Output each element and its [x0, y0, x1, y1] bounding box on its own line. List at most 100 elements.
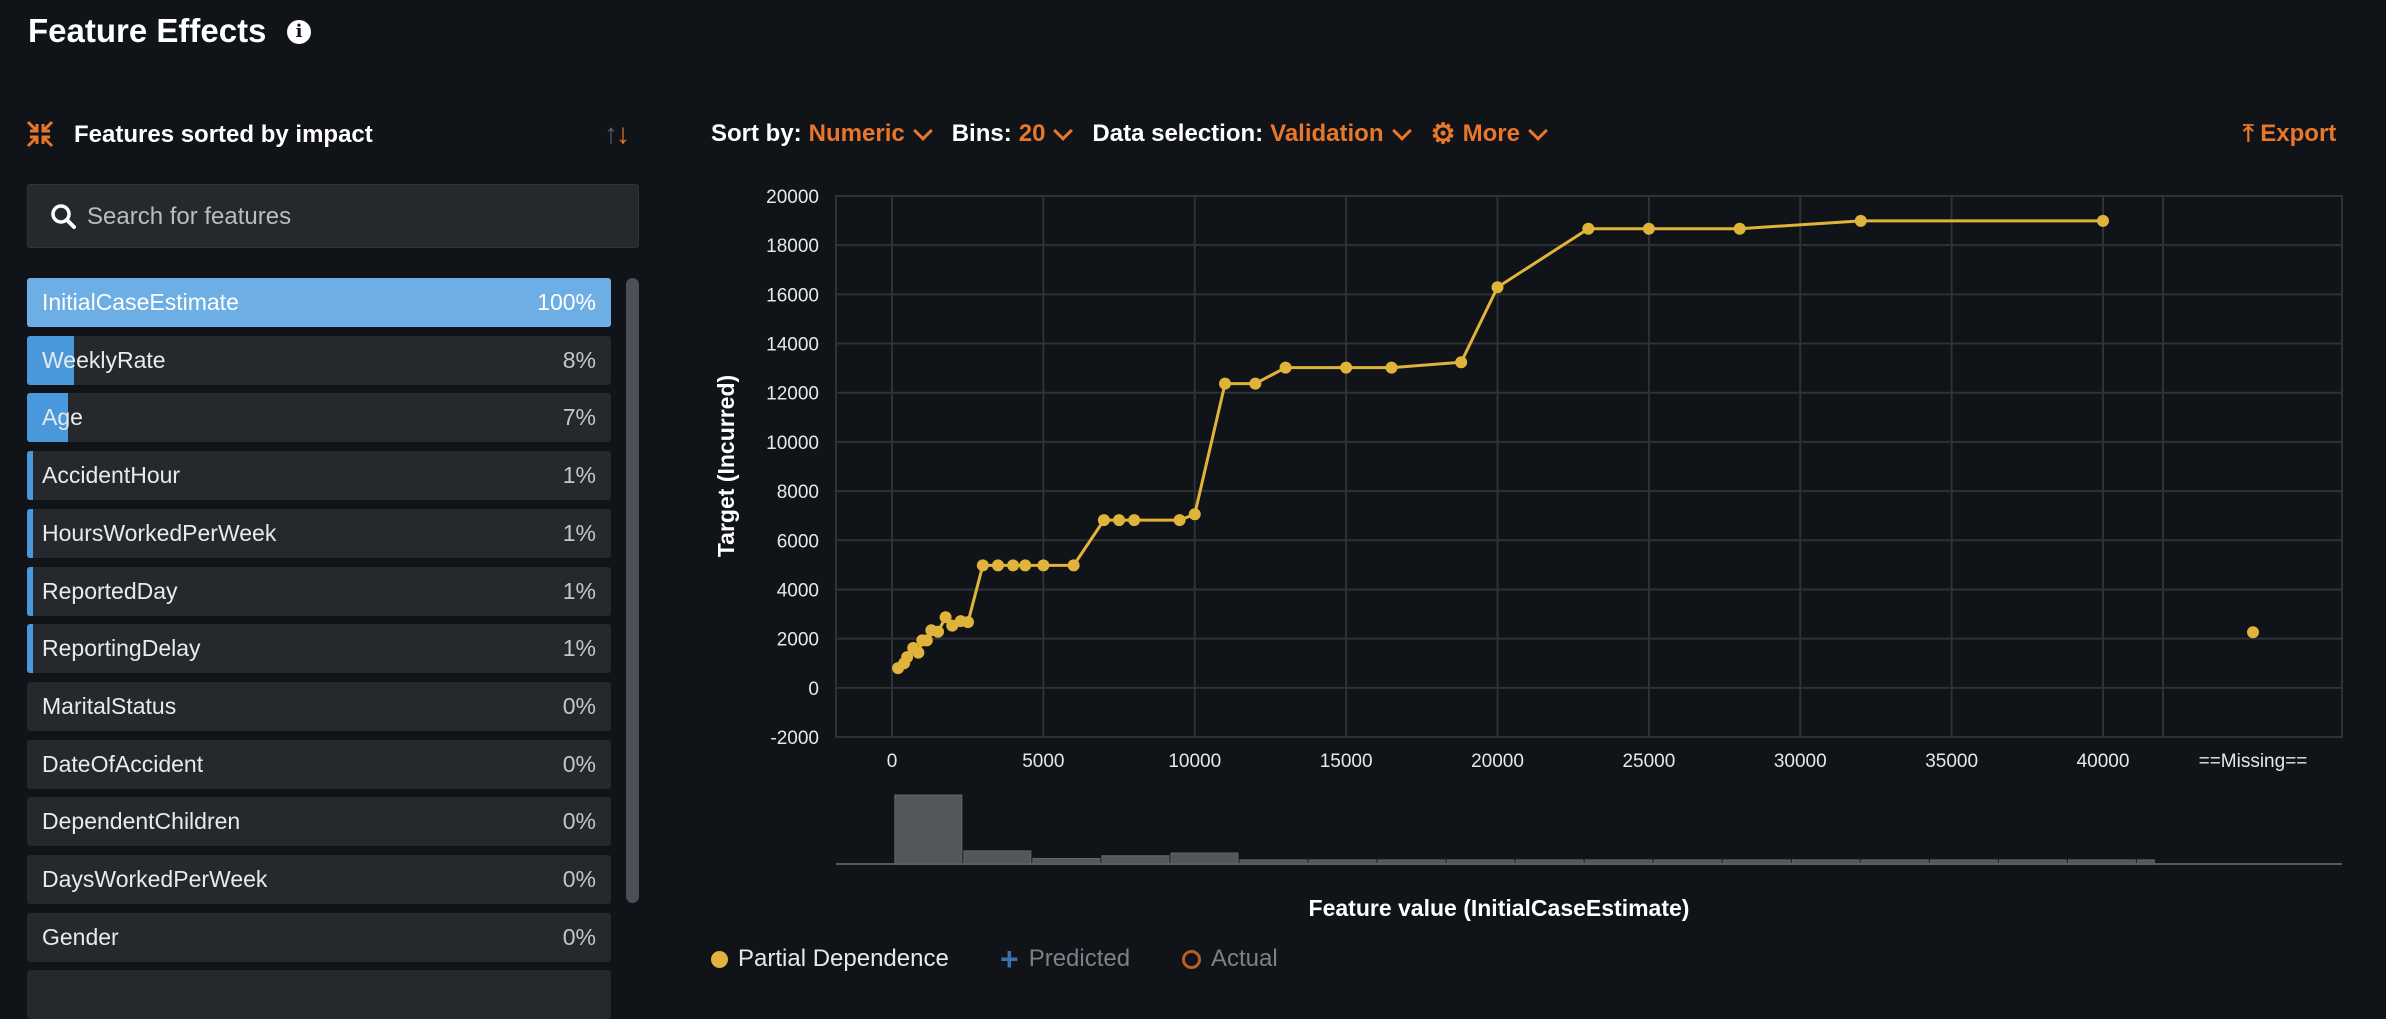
info-icon[interactable]: i [287, 20, 311, 44]
y-tick-label: 10000 [766, 433, 819, 454]
feature-row[interactable]: ReportedDay 1% [27, 566, 611, 616]
histogram-bar [1929, 859, 1998, 865]
export-button[interactable]: ⤒ Export [2243, 118, 2336, 150]
sort-by-label: Sort by: [711, 120, 802, 147]
partial-dependence-point [961, 616, 974, 629]
legend-actual[interactable]: Actual [1182, 944, 1278, 974]
x-tick-label: 30000 [1774, 751, 1827, 772]
y-tick-label: 4000 [777, 580, 819, 601]
feature-row[interactable]: MaritalStatus 0% [27, 681, 611, 731]
y-tick-label: 18000 [766, 236, 819, 257]
histogram-bar [1584, 859, 1653, 865]
partial-dependence-point [920, 634, 933, 647]
feature-row[interactable]: DependentChildren 0% [27, 797, 611, 847]
search-input[interactable] [85, 185, 629, 249]
feature-row[interactable]: HoursWorkedPerWeek 1% [27, 508, 611, 558]
feature-row[interactable]: Gender 0% [27, 912, 611, 962]
open-circle-icon [1182, 949, 1201, 969]
y-tick-label: 6000 [777, 531, 819, 552]
data-selection-dropdown[interactable]: Data selection: Validation [1092, 118, 1412, 150]
data-selection-value: Validation [1270, 120, 1384, 147]
x-tick-label: 35000 [1925, 751, 1978, 772]
partial-dependence-point [1491, 281, 1504, 294]
partial-dependence-point [976, 559, 989, 572]
partial-dependence-point [991, 559, 1004, 572]
y-tick-label: 0 [808, 679, 819, 700]
x-tick-label: 5000 [1022, 751, 1064, 772]
impact-bar [27, 624, 33, 674]
histogram-bar [1032, 857, 1101, 865]
feature-row[interactable]: DaysWorkedPerWeek 0% [27, 855, 611, 904]
x-axis-title: Feature value (InitialCaseEstimate) [1309, 895, 1690, 921]
y-tick-label: 16000 [766, 285, 819, 306]
impact-bar [27, 278, 611, 327]
plus-icon: + [1000, 941, 1019, 977]
feature-name: HoursWorkedPerWeek [42, 519, 277, 546]
partial-dependence-point [1007, 559, 1020, 572]
sort-direction-toggle[interactable]: ↑↓ [604, 118, 630, 150]
arrow-down-icon: ↓ [616, 118, 630, 149]
feature-name: DependentChildren [42, 808, 241, 835]
bins-dropdown[interactable]: Bins: 20 [952, 118, 1075, 150]
y-axis-title: Target (Incurred) [713, 375, 739, 557]
partial-dependence-point [1113, 514, 1126, 527]
x-tick-label: 20000 [1471, 751, 1524, 772]
legend-label: Partial Dependence [738, 945, 949, 972]
feature-row[interactable]: Age 7% [27, 393, 611, 443]
feature-row[interactable]: InitialCaseEstimate 100% [27, 278, 611, 327]
feature-row[interactable]: DateOfAccident 0% [27, 739, 611, 789]
legend-label: Actual [1211, 945, 1278, 972]
partial-dependence-point [1067, 559, 1080, 572]
search-icon [51, 204, 76, 229]
x-tick-label: 10000 [1168, 751, 1221, 772]
sort-by-dropdown[interactable]: Sort by: Numeric [711, 118, 934, 150]
x-tick-label: 40000 [2077, 751, 2130, 772]
impact-bar [27, 566, 33, 616]
feature-name: ReportingDelay [42, 635, 201, 662]
feature-row[interactable]: ReportingDelay 1% [27, 624, 611, 674]
export-label: Export [2260, 120, 2337, 147]
x-tick-label: 15000 [1320, 751, 1373, 772]
feature-name: ReportedDay [42, 577, 178, 604]
histogram-bar [1377, 859, 1446, 865]
y-tick-label: 2000 [777, 630, 819, 651]
impact-bar [27, 393, 68, 443]
bins-label: Bins: [951, 120, 1012, 147]
legend-predicted[interactable]: + Predicted [1000, 941, 1131, 977]
more-dropdown[interactable]: ⚙ More [1431, 118, 1549, 150]
histogram-bar [1170, 852, 1239, 865]
upload-icon: ⤒ [2243, 120, 2254, 147]
histogram-bar [1791, 859, 1860, 865]
collapse-icon[interactable] [26, 120, 54, 148]
feature-row[interactable]: AccidentHour 1% [27, 451, 611, 501]
chart-toolbar: Sort by: Numeric Bins: 20 Data selection: V… [711, 118, 1549, 150]
feature-row[interactable]: WeeklyRate 8% [27, 335, 611, 385]
histogram-bar [1653, 859, 1722, 865]
feature-impact: 1% [562, 519, 596, 546]
feature-impact: 8% [562, 346, 596, 373]
feature-search[interactable] [27, 184, 639, 249]
scrollbar[interactable] [626, 278, 639, 903]
histogram-bar [1998, 859, 2067, 865]
feature-impact: 0% [562, 750, 596, 777]
partial-dependence-missing-point [2247, 626, 2259, 639]
feature-name: Gender [42, 923, 119, 950]
legend-label: Predicted [1028, 945, 1131, 972]
filled-circle-icon [711, 950, 728, 968]
feature-name: Age [42, 404, 83, 431]
feature-impact: 1% [562, 577, 596, 604]
partial-dependence-point [939, 611, 952, 624]
y-tick-label: -2000 [770, 728, 819, 749]
feature-name: DaysWorkedPerWeek [42, 866, 268, 892]
feature-impact: 1% [562, 635, 596, 662]
feature-name: InitialCaseEstimate [42, 289, 239, 315]
x-tick-label: 0 [887, 751, 898, 772]
feature-name: DateOfAccident [42, 750, 204, 777]
legend-partial-dependence[interactable]: Partial Dependence [711, 944, 949, 974]
impact-bar [27, 335, 74, 385]
x-tick-label-missing: ==Missing== [2199, 751, 2308, 772]
histogram-bar [1446, 859, 1515, 865]
y-tick-label: 20000 [766, 187, 819, 208]
feature-name: MaritalStatus [42, 692, 177, 719]
data-selection-label: Data selection: [1092, 120, 1264, 147]
